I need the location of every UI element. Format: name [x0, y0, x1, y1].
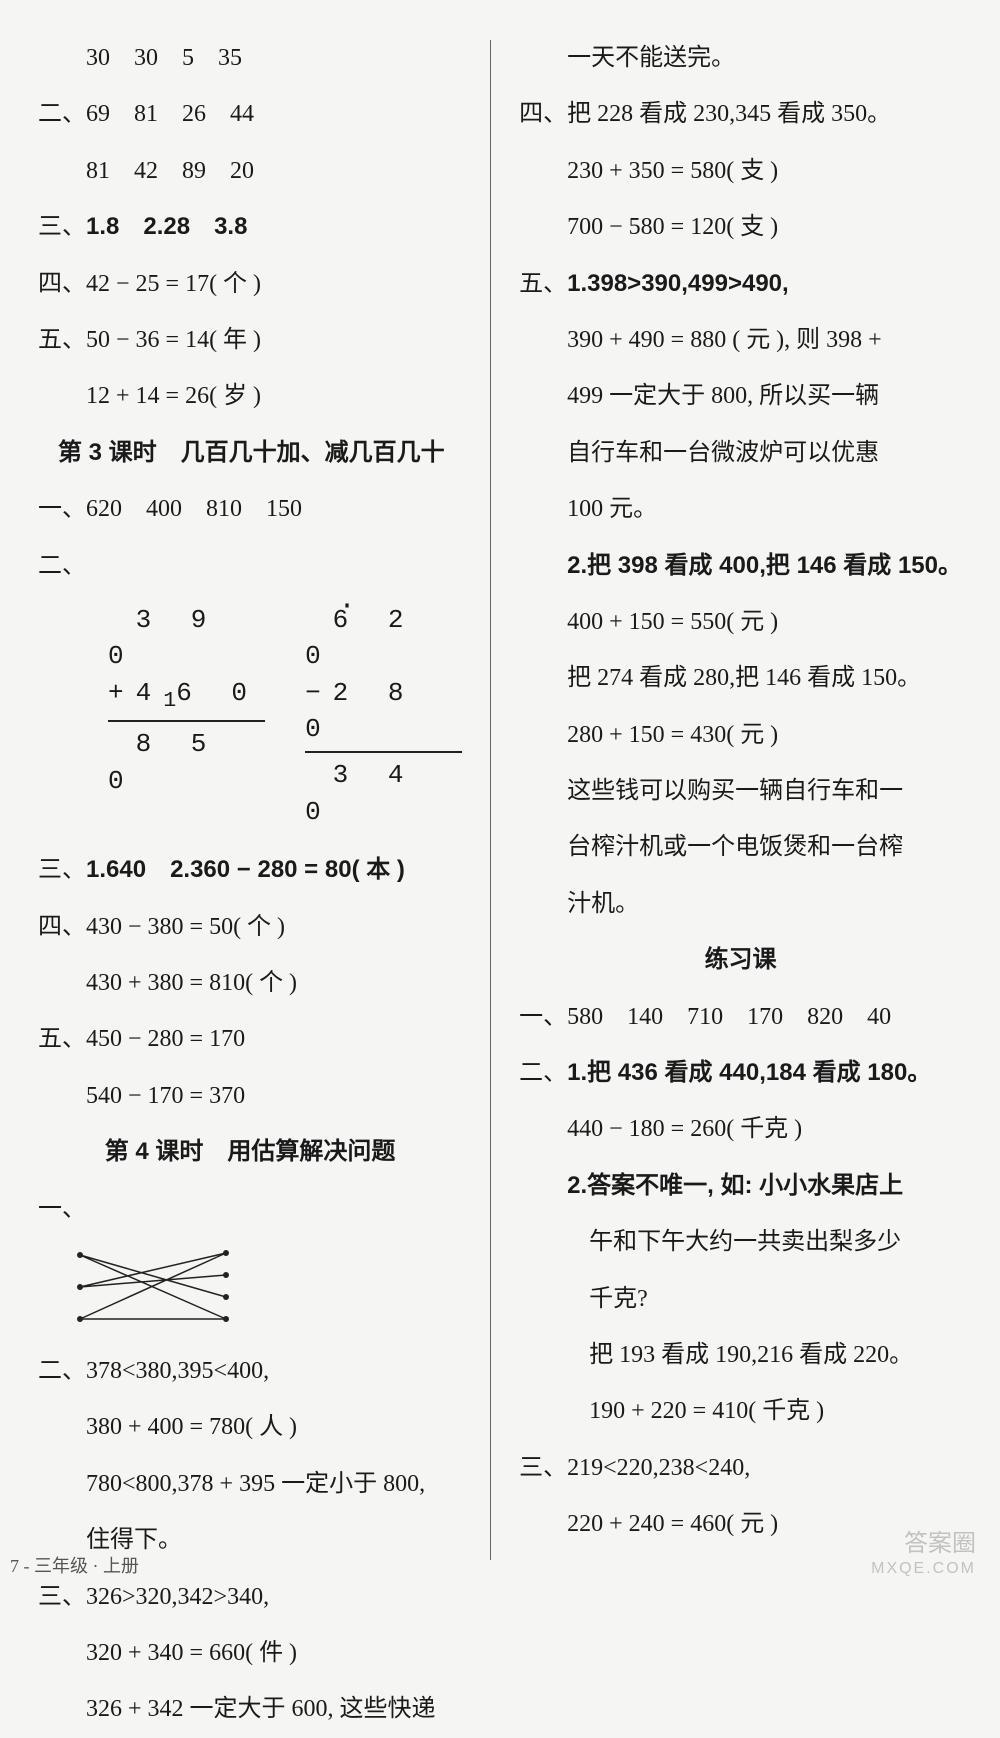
- text-line: 100 元。: [519, 481, 962, 537]
- text-line: 81 42 89 20: [38, 143, 462, 199]
- text-line: 390 + 490 = 880 ( 元 ), 则 398 +: [519, 312, 962, 368]
- text-line: 2.把 398 看成 400,把 146 看成 150。: [519, 538, 962, 594]
- label: 三、: [38, 214, 86, 240]
- text-line: 12 + 14 = 26( 岁 ): [38, 368, 462, 424]
- label: 一、: [38, 1181, 462, 1237]
- text-line: 230 + 350 = 580( 支 ): [519, 143, 962, 199]
- text-line: 430 + 380 = 810( 个 ): [38, 955, 462, 1011]
- arith-row: +416 0: [108, 675, 265, 717]
- arithmetic-1: 3 9 0 +416 0 8 5 0: [108, 602, 265, 830]
- label: 三、: [38, 857, 86, 883]
- text-line: 400 + 150 = 550( 元 ): [519, 594, 962, 650]
- text-line: 320 + 340 = 660( 件 ): [38, 1625, 462, 1681]
- label: 二、: [38, 101, 86, 127]
- arithmetic-2: 6 2 0 −2 8 0 3 4 0: [305, 602, 462, 830]
- arith-row: 3 9 0: [108, 602, 265, 675]
- text-line: 二、378<380,395<400,: [38, 1343, 462, 1399]
- arith-line: [305, 751, 462, 753]
- text-line: 千克?: [519, 1271, 962, 1327]
- arith-row: 3 4 0: [305, 757, 462, 830]
- text-line: 190 + 220 = 410( 千克 ): [519, 1383, 962, 1439]
- watermark-sub: MXQE.COM: [871, 1559, 976, 1578]
- label: 二、: [38, 538, 462, 594]
- text-line: 780<800,378 + 395 一定小于 800,: [38, 1456, 462, 1512]
- text-line: 三、219<220,238<240,: [519, 1440, 962, 1496]
- text-line: 280 + 150 = 430( 元 ): [519, 707, 962, 763]
- right-column: 一天不能送完。 四、把 228 看成 230,345 看成 350。 230 +…: [491, 20, 990, 1580]
- arith-row: −2 8 0: [305, 675, 462, 748]
- arith-row: 6 2 0: [305, 602, 462, 675]
- text-line: 午和下午大约一共卖出梨多少: [519, 1214, 962, 1270]
- text-line: 三、1.640 2.360 − 280 = 80( 本 ): [38, 842, 462, 898]
- page-container: 30 30 5 35 二、69 81 26 44 81 42 89 20 三、1…: [10, 20, 990, 1580]
- label: 二、: [519, 1060, 567, 1086]
- text-line: 五、50 − 36 = 14( 年 ): [38, 312, 462, 368]
- text-line: 499 一定大于 800, 所以买一辆: [519, 368, 962, 424]
- text-line: 326 + 342 一定大于 600, 这些快递: [38, 1681, 462, 1737]
- label: 五、: [519, 271, 567, 297]
- text-line: 四、430 − 380 = 50( 个 ): [38, 899, 462, 955]
- text-line: 一、620 400 810 150: [38, 481, 462, 537]
- text-line: 二、69 81 26 44: [38, 86, 462, 142]
- text-line: 30 30 5 35: [38, 30, 462, 86]
- text-line: 把 274 看成 280,把 146 看成 150。: [519, 650, 962, 706]
- text-line: 540 − 170 = 370: [38, 1068, 462, 1124]
- text-line: 这些钱可以购买一辆自行车和一: [519, 763, 962, 819]
- text-line: 五、1.398>390,499>490,: [519, 256, 962, 312]
- text-line: 四、42 − 25 = 17( 个 ): [38, 256, 462, 312]
- text-line: 五、450 − 280 = 170: [38, 1011, 462, 1067]
- values: 1.8 2.28 3.8: [86, 213, 247, 240]
- text-line: 一天不能送完。: [519, 30, 962, 86]
- text-line: 四、把 228 看成 230,345 看成 350。: [519, 86, 962, 142]
- text-line: 把 193 看成 190,216 看成 220。: [519, 1327, 962, 1383]
- vertical-arithmetic-block: 3 9 0 +416 0 8 5 0 6 2 0 −2 8 0 3 4 0: [38, 602, 462, 830]
- text-line: 三、1.8 2.28 3.8: [38, 199, 462, 255]
- matching-diagram: [68, 1243, 238, 1333]
- text-line: 自行车和一台微波炉可以优惠: [519, 425, 962, 481]
- section-title: 第 3 课时 几百几十加、减几百几十: [38, 425, 462, 481]
- arith-row: 8 5 0: [108, 726, 265, 799]
- left-column: 30 30 5 35 二、69 81 26 44 81 42 89 20 三、1…: [10, 20, 490, 1580]
- text: 1.把 436 看成 440,184 看成 180。: [567, 1059, 931, 1086]
- text: 2.360 − 280 = 80( 本 ): [170, 856, 405, 883]
- section-title: 第 4 课时 用估算解决问题: [38, 1124, 462, 1180]
- text-line: 台榨汁机或一个电饭煲和一台榨: [519, 819, 962, 875]
- page-footer: 7 - 三年级 · 上册: [10, 1552, 139, 1578]
- text-line: 二、1.把 436 看成 440,184 看成 180。: [519, 1045, 962, 1101]
- values: 69 81 26 44: [86, 101, 254, 127]
- text: 1.398>390,499>490,: [567, 270, 789, 297]
- text: 1.640: [86, 856, 170, 883]
- text-line: 汁机。: [519, 876, 962, 932]
- arith-line: [108, 720, 265, 722]
- text-line: 2.答案不唯一, 如: 小小水果店上: [519, 1158, 962, 1214]
- section-title: 练习课: [519, 932, 962, 988]
- text-line: 一、580 140 710 170 820 40: [519, 989, 962, 1045]
- text-line: 700 − 580 = 120( 支 ): [519, 199, 962, 255]
- watermark: 答案圈 MXQE.COM: [871, 1530, 976, 1578]
- text-line: 440 − 180 = 260( 千克 ): [519, 1101, 962, 1157]
- text-line: 380 + 400 = 780( 人 ): [38, 1399, 462, 1455]
- watermark-main: 答案圈: [871, 1530, 976, 1559]
